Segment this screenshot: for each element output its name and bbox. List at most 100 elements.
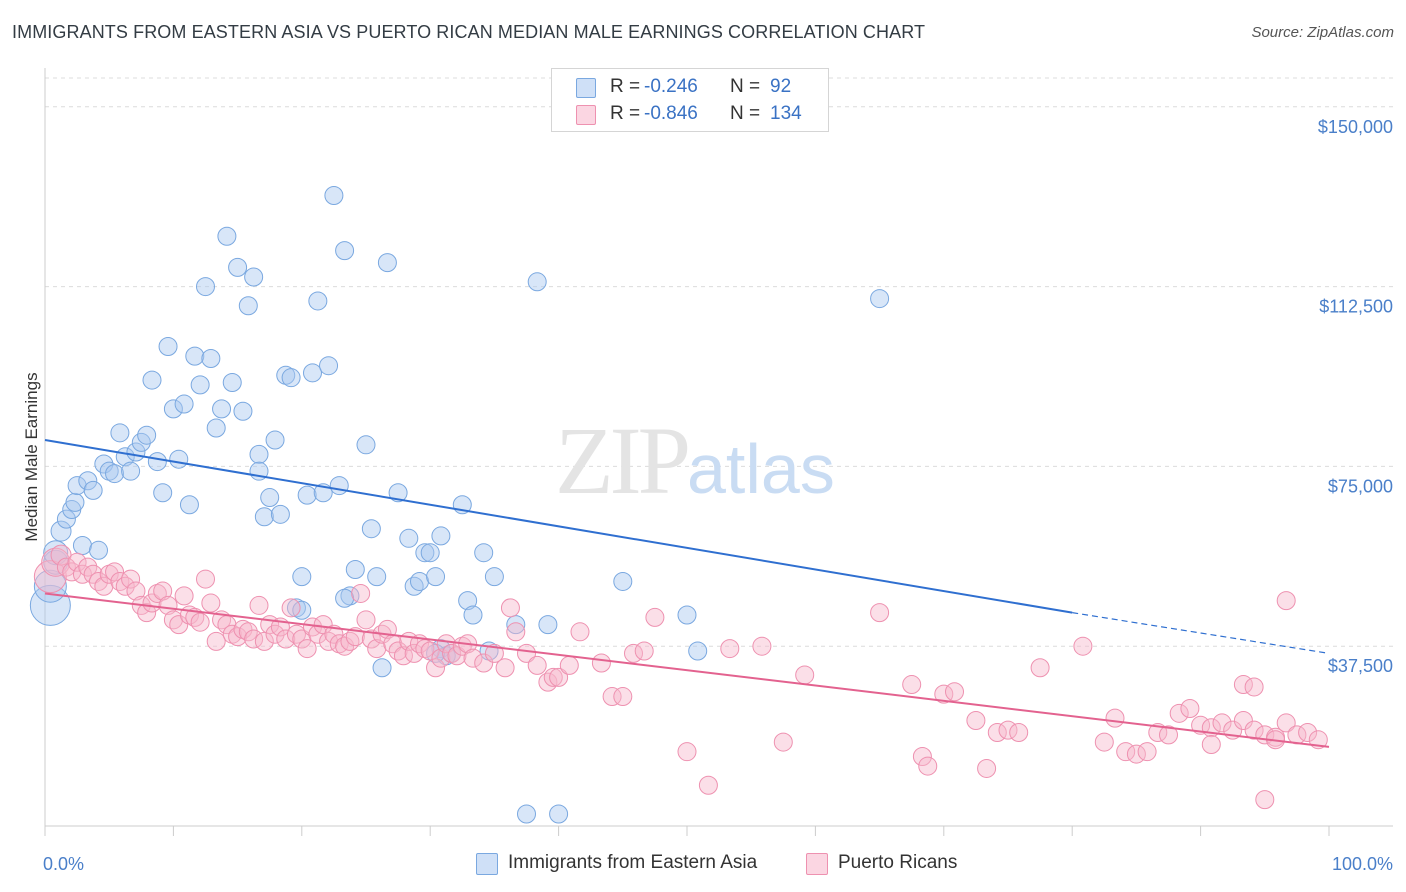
point-eastern-asia [217,226,237,246]
point-puerto-ricans [404,643,424,663]
axes [44,68,1393,836]
point-puerto-ricans [506,622,526,642]
point-eastern-asia [308,291,328,311]
point-puerto-ricans [752,636,772,656]
point-puerto-ricans [33,560,67,594]
stats-swatch-puerto-ricans [576,105,596,125]
point-eastern-asia [549,804,569,824]
point-eastern-asia [270,504,290,524]
point-puerto-ricans [463,648,483,668]
point-puerto-ricans [436,634,456,654]
point-puerto-ricans [426,658,446,678]
point-eastern-asia [206,418,226,438]
point-eastern-asia [388,483,408,503]
point-puerto-ricans [517,643,536,663]
point-puerto-ricans [1073,636,1093,656]
point-eastern-asia [870,289,890,309]
point-eastern-asia [185,346,205,366]
point-puerto-ricans [591,653,611,673]
data-points [29,185,1328,824]
point-eastern-asia [410,571,429,591]
y-tick-label: $37,500 [1328,656,1393,676]
point-puerto-ricans [474,653,494,673]
point-puerto-ricans [645,607,665,627]
point-puerto-ricans [795,665,815,685]
point-eastern-asia [361,519,381,539]
point-eastern-asia [538,615,558,635]
point-puerto-ricans [570,622,590,642]
point-puerto-ricans [99,564,119,584]
axis-labels: $37,500 $75,000 $112,500 $150,000 0.0% 100.0%… [22,117,1393,874]
point-puerto-ricans [297,639,317,659]
point-puerto-ricans [222,624,242,644]
point-eastern-asia [377,253,397,273]
point-eastern-asia [420,543,440,563]
point-puerto-ricans [158,595,178,615]
point-puerto-ricans [902,675,922,695]
point-eastern-asia [222,372,242,392]
point-puerto-ricans [1298,723,1318,742]
point-puerto-ricans [276,629,296,649]
point-eastern-asia [356,435,376,455]
point-puerto-ricans [912,746,932,766]
point-eastern-asia [265,430,285,450]
point-puerto-ricans [1244,677,1264,697]
point-puerto-ricans [1180,699,1200,719]
point-eastern-asia [474,543,494,563]
point-eastern-asia [212,399,232,419]
point-eastern-asia [142,370,162,390]
point-eastern-asia [121,461,141,481]
point-eastern-asia [153,483,173,503]
point-puerto-ricans [977,758,997,778]
point-puerto-ricans [1276,591,1296,611]
point-eastern-asia [179,495,199,515]
point-eastern-asia [105,464,125,484]
stats-n-value: 134 [770,103,802,124]
point-eastern-asia [137,425,157,445]
point-eastern-asia [372,658,392,678]
legend-swatch-eastern-asia [476,853,498,875]
point-eastern-asia [484,567,504,587]
point-puerto-ricans [602,687,622,707]
point-eastern-asia [260,488,280,508]
point-puerto-ricans [918,756,938,776]
point-puerto-ricans [431,648,451,668]
point-puerto-ricans [452,636,472,656]
chart-title: IMMIGRANTS FROM EASTERN ASIA VS PUERTO R… [12,22,926,42]
point-eastern-asia [110,423,130,443]
point-puerto-ricans [174,586,194,606]
stats-n-label: N = [730,76,761,97]
x-tick-label: 100.0% [1332,854,1393,874]
point-eastern-asia [169,449,189,469]
point-eastern-asia [399,528,419,548]
point-puerto-ricans [1159,725,1178,745]
point-eastern-asia [50,520,72,542]
stats-r-value: -0.246 [644,76,698,97]
point-eastern-asia [78,471,98,491]
point-puerto-ricans [559,655,579,675]
point-puerto-ricans [495,658,515,678]
point-eastern-asia [345,559,365,579]
stats-r-label: R = [610,103,641,124]
watermark-zip: ZIP [555,407,691,514]
point-puerto-ricans [206,631,226,651]
point-eastern-asia [297,485,317,505]
point-eastern-asia [324,185,344,205]
point-eastern-asia [319,356,339,376]
point-puerto-ricans [147,583,167,603]
point-puerto-ricans [137,603,157,623]
point-puerto-ricans [870,603,890,623]
point-eastern-asia [286,598,306,618]
source-credit[interactable]: Source: ZipAtlas.com [1251,24,1394,41]
point-puerto-ricans [126,581,146,601]
point-eastern-asia [163,399,183,419]
point-eastern-asia [238,296,258,316]
y-tick-label: $75,000 [1328,476,1393,496]
point-puerto-ricans [1212,713,1232,733]
point-puerto-ricans [121,569,141,589]
y-axis-label: Median Male Earnings [22,372,41,541]
y-tick-label: $150,000 [1318,117,1393,137]
point-eastern-asia [190,375,210,395]
trend-line-eastern-asia [44,439,1073,614]
